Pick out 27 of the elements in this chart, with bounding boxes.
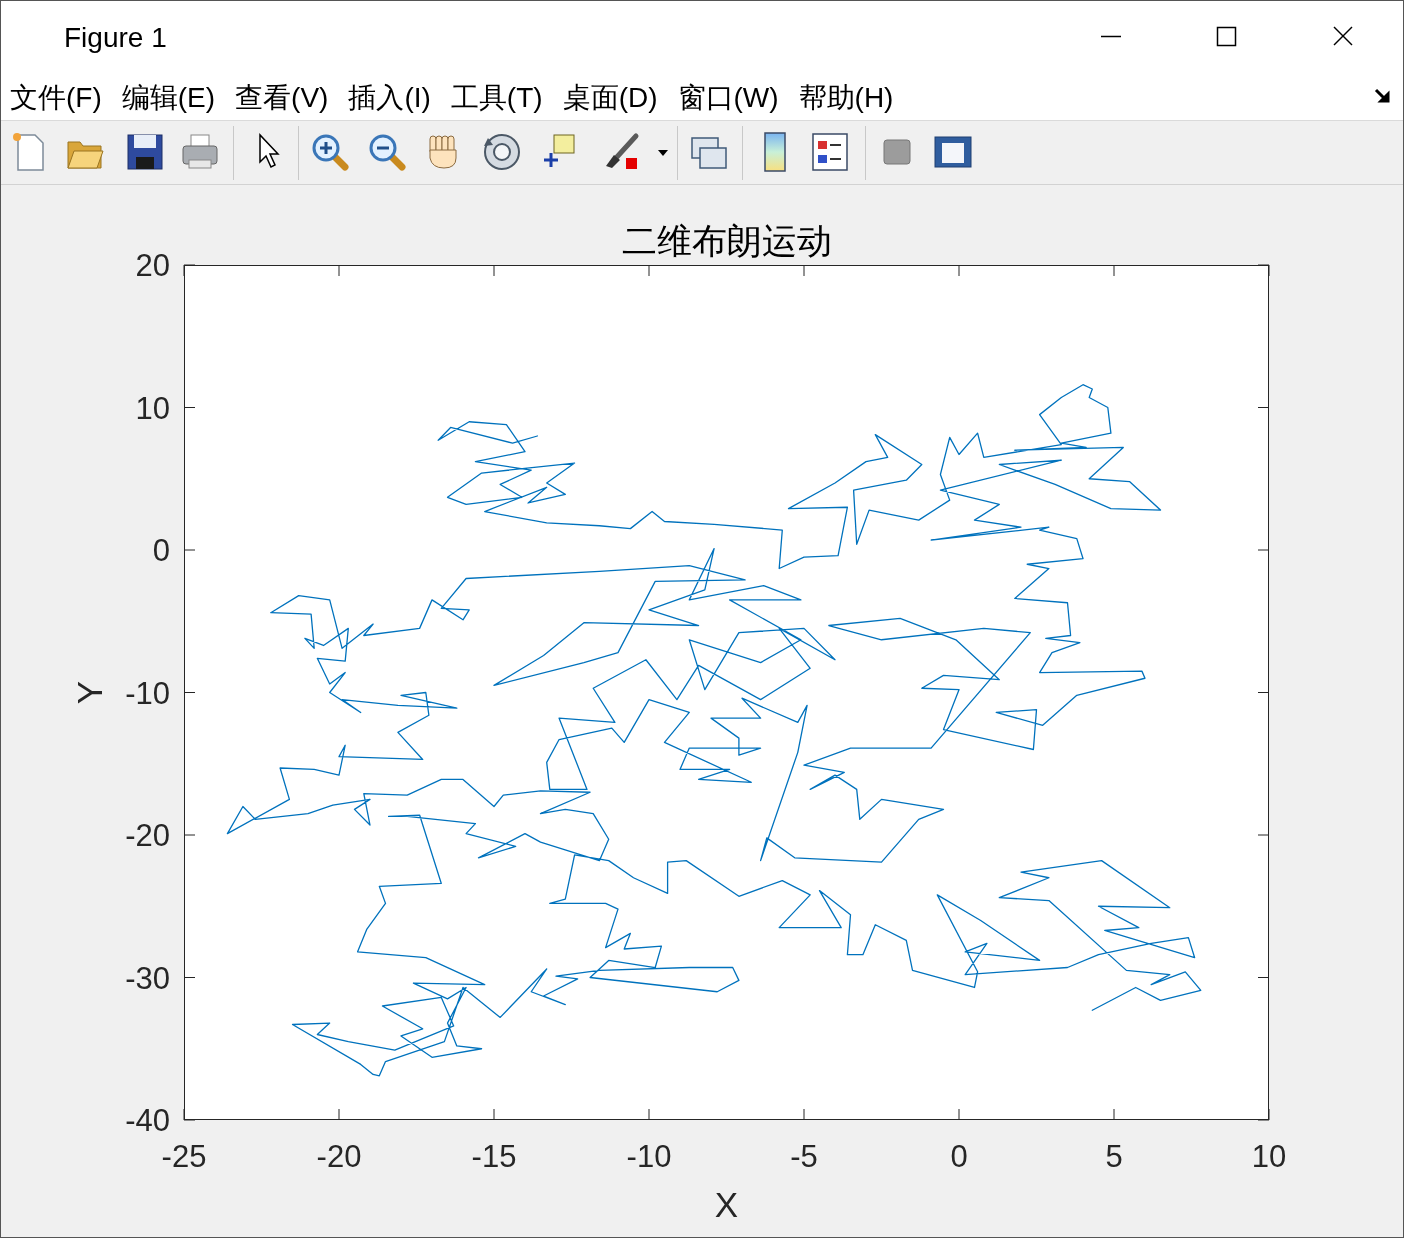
text: 工具(T) [450,82,543,113]
text: 查看(V) [235,82,329,113]
x-tick-label: 5 [1105,1139,1123,1174]
x-tick-label: 0 [950,1139,968,1174]
x-tick-label: -10 [626,1139,672,1174]
text: 窗口(W) [677,82,779,113]
y-tick-label: 10 [135,390,170,426]
x-axis-title: X [714,1185,739,1224]
y-tick-label: -10 [125,675,170,711]
x-tick-label: -25 [161,1139,207,1174]
x-tick-label: -5 [790,1139,818,1174]
caption: Figure 1 [64,22,167,53]
y-tick-label: -20 [125,818,170,853]
x-tick-label: -15 [471,1139,517,1174]
chart-title: 二维布朗运动 [621,222,832,261]
text: 插入(I) [348,82,431,113]
y-tick-label: -40 [125,1103,170,1138]
text: 编辑(E) [121,82,216,113]
x-tick-label: 10 [1251,1139,1287,1174]
y-axis-title: Y [70,680,109,705]
y-tick-label: 20 [135,248,170,283]
text: 桌面(D) [562,82,658,113]
x-tick-label: -20 [316,1139,362,1174]
y-tick-label: -30 [125,960,170,996]
text: 帮助(H) [798,82,894,113]
text: 文件(F) [10,82,102,113]
y-tick-label: 0 [152,533,170,568]
